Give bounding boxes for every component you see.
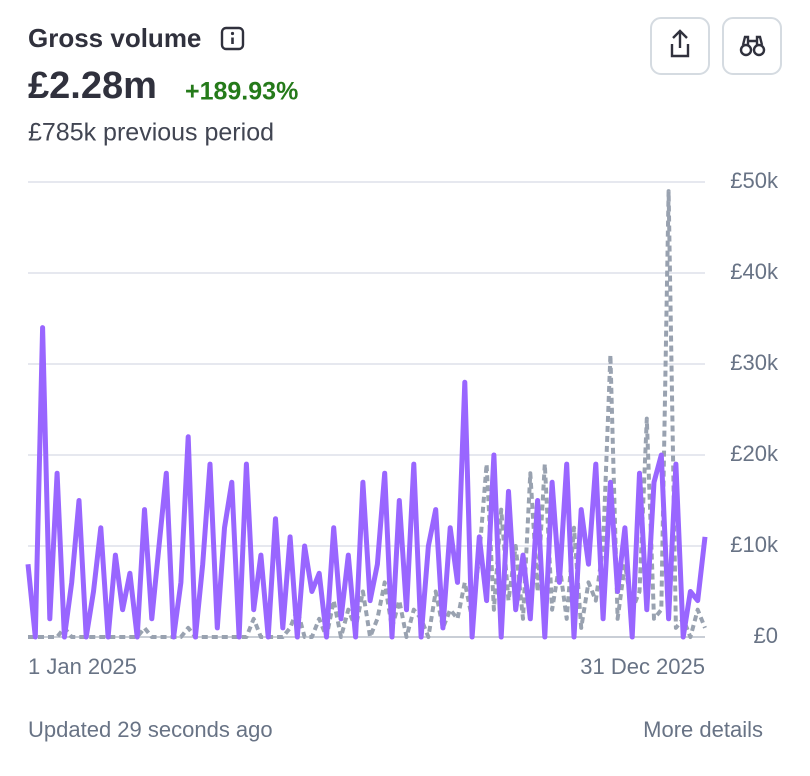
current-line xyxy=(25,325,708,640)
y-tick-label: £50k xyxy=(730,168,779,193)
x-tick-label: 31 Dec 2025 xyxy=(580,654,705,679)
y-tick-label: £10k xyxy=(730,532,779,557)
y-tick-label: £20k xyxy=(730,441,779,466)
previous-period: £785k previous period xyxy=(28,119,274,147)
previous-line xyxy=(28,189,707,639)
more-details-link[interactable]: More details xyxy=(643,717,763,742)
x-tick-label: 1 Jan 2025 xyxy=(28,654,137,679)
info-icon[interactable] xyxy=(220,26,245,51)
y-tick-label: £30k xyxy=(730,350,779,375)
chart-title: Gross volume xyxy=(28,23,201,53)
total-value: £2.28m xyxy=(28,65,157,107)
y-tick-label: £0 xyxy=(754,623,778,648)
change: +189.93% xyxy=(185,78,298,106)
export-button[interactable] xyxy=(650,17,710,75)
explore-button[interactable] xyxy=(722,17,782,75)
y-tick-label: £40k xyxy=(730,259,779,284)
updated-note: Updated 29 seconds ago xyxy=(28,717,273,742)
